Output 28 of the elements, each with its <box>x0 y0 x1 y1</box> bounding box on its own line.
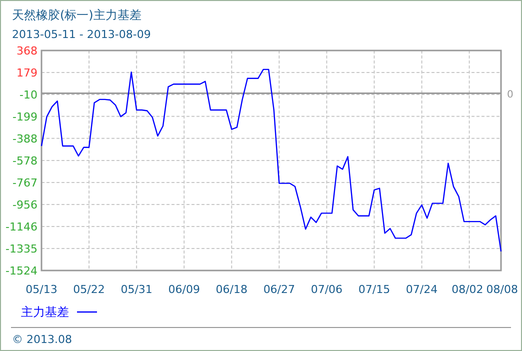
y-tick-label: -10 <box>20 88 38 102</box>
x-tick-label: 06/27 <box>263 283 296 296</box>
y-tick-label: -1335 <box>6 242 38 256</box>
x-tick-label: 08/02 <box>452 283 484 296</box>
y-tick-label: -578 <box>12 154 38 168</box>
x-tick-label: 06/18 <box>216 283 248 296</box>
x-tick-label: 05/13 <box>26 283 58 296</box>
legend-label: 主力基差 <box>21 305 69 319</box>
text: © 2013.08 <box>12 333 72 346</box>
y-tick-label: -388 <box>12 132 38 146</box>
y-tick-label: -1146 <box>6 220 38 234</box>
ref-line-label: 0 <box>507 89 514 100</box>
x-tick-label: 08/08 <box>486 283 518 296</box>
y-tick-label: 368 <box>16 44 38 58</box>
line-series <box>40 68 502 252</box>
y-tick-label: 179 <box>16 66 38 80</box>
x-tick-label: 06/09 <box>168 283 200 296</box>
x-tick-label: 07/24 <box>406 283 438 296</box>
x-tick-label: 07/15 <box>358 283 390 296</box>
y-tick-label: -199 <box>12 110 38 124</box>
y-tick-label: -767 <box>12 176 38 190</box>
x-tick-label: 05/22 <box>73 283 105 296</box>
x-tick-label: 07/06 <box>310 283 343 296</box>
y-tick-label: -1524 <box>6 264 38 278</box>
chart-title: 天然橡胶(标一)主力基差 <box>12 8 142 22</box>
chart-subtitle: 2013-05-11 - 2013-08-09 <box>12 28 151 41</box>
x-tick-label: 05/31 <box>120 283 152 296</box>
y-tick-label: -956 <box>12 198 38 212</box>
